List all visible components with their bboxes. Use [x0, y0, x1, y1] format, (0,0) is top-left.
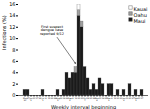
html-text:May: May — [22, 96, 28, 99]
html-text:5: 5 — [57, 98, 59, 101]
svg-text:Oahu: Oahu — [133, 12, 147, 18]
svg-text:Dec2: Dec2 — [107, 97, 111, 101]
html-text:9 16 23 30 Jan: 9 16 23 30 Jan — [111, 96, 126, 99]
html-text:6: 6 — [123, 98, 125, 101]
html-text:12 19 26 Sep: 12 19 26 Sep — [59, 96, 72, 99]
html-text:11 18 25: 11 18 25 — [98, 96, 108, 99]
html-text:2: 2 — [69, 98, 71, 101]
html-text:14 21 28 Nov: 14 21 28 Nov — [86, 96, 99, 99]
html-text:9 16 23 30 Oct: 9 16 23 30 Oct — [72, 96, 87, 99]
html-text:13 20 27 Feb: 13 20 27 Feb — [125, 96, 138, 99]
svg-text:First suspectdengue casereport: First suspectdengue casereported 9/12 — [40, 25, 64, 36]
svg-text:Infections (%): Infections (%) — [1, 15, 7, 50]
svg-text:0: 0 — [12, 92, 15, 98]
svg-text:2: 2 — [12, 81, 15, 87]
svg-text:4: 4 — [12, 69, 15, 75]
html-text:10 17 24: 10 17 24 — [32, 96, 42, 99]
svg-text:Jul1: Jul1 — [41, 97, 45, 101]
html-text:4: 4 — [96, 98, 98, 101]
svg-text:8: 8 — [12, 47, 15, 53]
svg-text:10: 10 — [137, 96, 141, 99]
svg-text:16: 16 — [9, 1, 15, 7]
svg-text:6: 6 — [12, 58, 15, 64]
html-text:8 15 22 29 Aug: 8 15 22 29 Aug — [45, 96, 60, 99]
html-text:3: 3 — [135, 98, 137, 101]
svg-text:12: 12 — [9, 24, 15, 30]
html-text:3: 3 — [30, 98, 32, 101]
svg-text:Maui: Maui — [134, 18, 146, 24]
html-text:20: 20 — [23, 98, 27, 101]
html-text:7: 7 — [84, 98, 86, 101]
html-text:27 Jun: 27 Jun — [26, 96, 33, 99]
svg-text:14: 14 — [9, 12, 15, 18]
svg-text:Weekly interval beginning: Weekly interval beginning — [51, 104, 116, 109]
svg-text:10: 10 — [9, 35, 15, 41]
svg-text:Kauai: Kauai — [133, 6, 148, 13]
svg-text:17: 17 — [141, 97, 144, 99]
